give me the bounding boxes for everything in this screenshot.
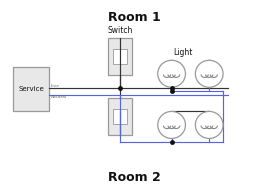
FancyBboxPatch shape [13,67,49,111]
Circle shape [158,60,185,87]
Circle shape [195,60,223,87]
Text: Live: Live [51,84,60,88]
FancyBboxPatch shape [113,49,127,64]
Text: Light: Light [173,48,193,57]
FancyBboxPatch shape [108,38,132,75]
Circle shape [158,111,185,138]
Text: Switch: Switch [107,26,133,35]
Text: Service: Service [18,86,44,92]
Text: Room 2: Room 2 [108,171,160,184]
Text: Neutral: Neutral [51,96,67,99]
Circle shape [195,111,223,138]
Text: Room 1: Room 1 [108,11,160,24]
FancyBboxPatch shape [108,98,132,135]
FancyBboxPatch shape [113,108,127,124]
